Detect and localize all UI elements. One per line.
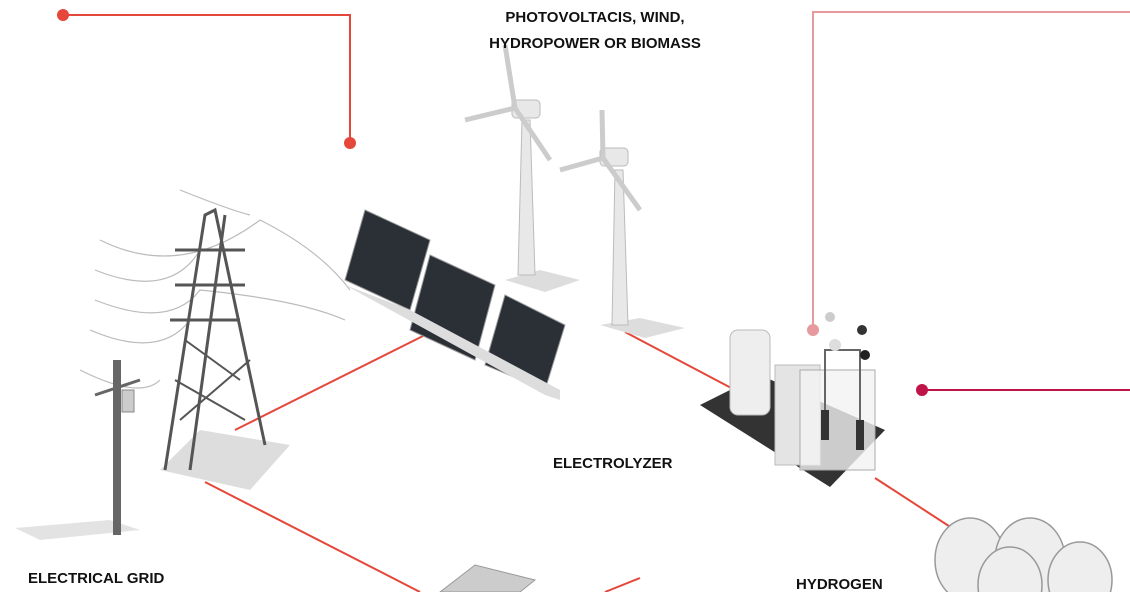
callout-dot [344, 137, 356, 149]
wind-turbines [465, 45, 685, 338]
container [440, 565, 535, 592]
label: ELECTROLYZER [553, 455, 673, 472]
pylon-base [160, 430, 290, 490]
electrolyzer-device [700, 312, 885, 487]
transformer [122, 390, 134, 412]
illustration: PHOTOVOLTACIS, WIND, HYDROPOWER OR BIOMA… [0, 0, 1130, 592]
pylon [165, 210, 265, 470]
callouts [63, 12, 1130, 390]
callout-line [813, 12, 1130, 330]
connection [235, 335, 425, 430]
label: ELECTRICAL GRID [28, 570, 165, 587]
pole-shadow [15, 520, 140, 540]
callout-dot [807, 324, 819, 336]
connection [205, 482, 420, 592]
connection [875, 478, 955, 530]
connection [625, 332, 735, 390]
label: HYDROPOWER OR BIOMASS [489, 35, 701, 52]
hydrogen-tanks [935, 518, 1112, 592]
callout-dot [57, 9, 69, 21]
page: PHOTOVOLTACIS, WIND, HYDROPOWER OR BIOMA… [0, 0, 1130, 592]
label: PHOTOVOLTACIS, WIND, [505, 9, 684, 26]
label: HYDROGEN [796, 576, 883, 592]
callout-dot [916, 384, 928, 396]
callout-line [63, 15, 350, 143]
connection [605, 578, 640, 592]
